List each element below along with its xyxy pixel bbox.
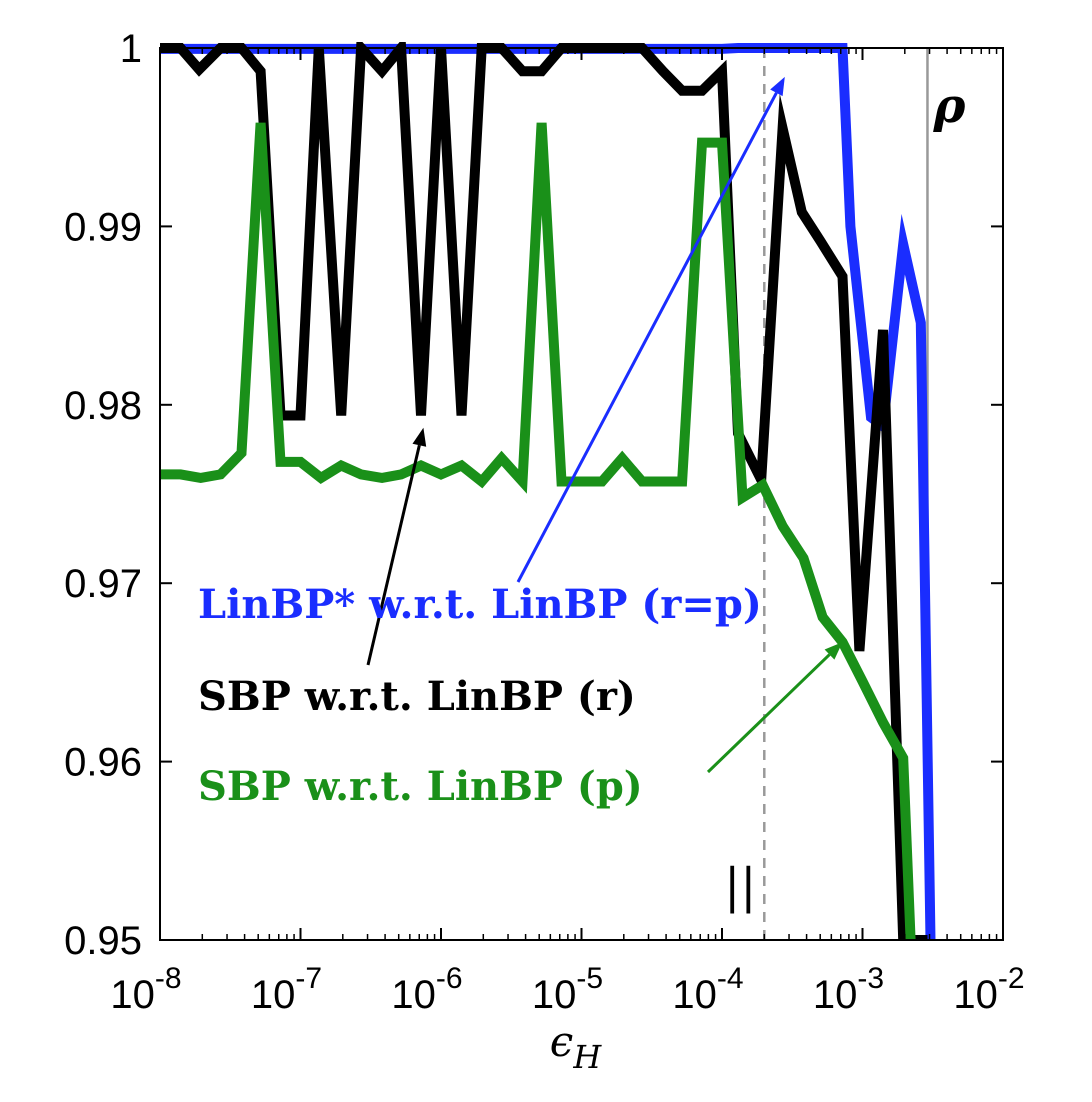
annotation-arrow-sbp-w-r-t-linbp-r	[366, 444, 421, 666]
y-tick-label: 1	[120, 27, 142, 71]
x-tick-label: 10-4	[672, 962, 743, 1017]
y-tick-label: 0.96	[64, 741, 142, 785]
annotation-linbp-w-r-t-linbp-r-p: LinBP* w.r.t. LinBP (r=p)	[198, 581, 762, 628]
series-line-sbp-w-r-t-linbp-p	[160, 122, 916, 940]
y-tick-label: 0.99	[64, 205, 142, 249]
reference-line-label-parallel: ||	[724, 858, 756, 914]
annotation-sbp-w-r-t-linbp-p: SBP w.r.t. LinBP (p)	[198, 763, 643, 810]
reference-line-labels: || ρ	[724, 78, 966, 914]
annotation-sbp-w-r-t-linbp-r: SBP w.r.t. LinBP (r)	[198, 673, 636, 720]
x-axis-label: ϵH	[550, 1017, 603, 1076]
y-tick-label: 0.97	[64, 562, 142, 606]
tick-labels: 0.95 0.96 0.97 0.98 0.99 1 10-8 10-7 10-6 10-5 10-…	[64, 27, 1024, 1017]
x-tick-label: 10-2	[953, 962, 1024, 1017]
x-tick-label: 10-8	[110, 962, 181, 1017]
annotation-arrow-sbp-w-r-t-linbp-p	[706, 653, 831, 774]
annotation-arrowhead-sbp-w-r-t-linbp-p	[824, 642, 843, 660]
x-axis-label-symbol: ϵ	[550, 1017, 574, 1066]
x-tick-label: 10-7	[251, 962, 322, 1017]
series-line-sbp-w-r-t-linbp-r	[160, 42, 928, 940]
y-tick-label: 0.95	[64, 919, 142, 963]
x-tick-label: 10-5	[532, 962, 603, 1017]
ticks-layer	[159, 47, 1004, 941]
x-tick-label: 10-6	[391, 962, 462, 1017]
annotation-arrowhead-sbp-w-r-t-linbp-r	[412, 427, 427, 447]
annotations: LinBP* w.r.t. LinBP (r=p) SBP w.r.t. LinB…	[198, 581, 762, 810]
annotation-arrowhead-linbp-w-r-t-linbp-r-p	[770, 76, 785, 97]
x-tick-label: 10-3	[813, 962, 884, 1017]
annotation-arrows	[366, 76, 843, 774]
annotation-arrow-linbp-w-r-t-linbp-r-p	[516, 92, 778, 583]
x-axis-label-subscript: H	[572, 1038, 602, 1076]
y-tick-label: 0.98	[64, 384, 142, 428]
reference-line-label-rho: ρ	[933, 78, 967, 134]
